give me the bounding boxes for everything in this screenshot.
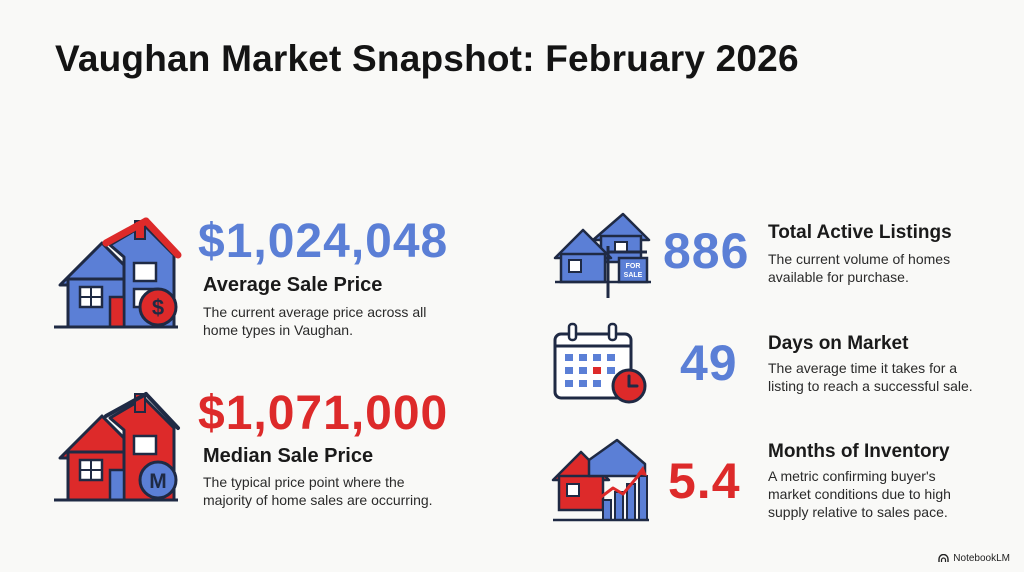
svg-text:M: M [149,470,167,493]
total-active-listings-value: 886 [663,223,750,279]
average-sale-price-value: $1,024,048 [198,215,449,268]
median-sale-price-label: Median Sale Price [203,445,374,467]
svg-text:FOR: FOR [626,263,641,270]
calendar-clock-icon [553,322,647,404]
house-median-icon: M [54,392,180,502]
average-sale-price-description: The current average price across all hom… [203,304,427,338]
months-of-inventory-description: A metric confirming buyer's market condi… [768,468,951,520]
days-on-market-description: The average time it takes for a listing … [768,360,973,394]
house-dollar-icon: $ [54,217,182,329]
page-title: Vaughan Market Snapshot: February 2026 [55,38,799,79]
days-on-market-label: Days on Market [768,333,909,354]
house-chart-icon [551,438,649,522]
months-of-inventory-label: Months of Inventory [768,441,950,462]
median-sale-price-value: $1,071,000 [198,387,449,440]
notebooklm-logo-icon [938,554,949,562]
total-active-listings-description: The current volume of homes available fo… [768,251,951,285]
median-sale-price-description: The typical price point where the majori… [203,474,433,508]
footer-brand-label: NotebookLM [953,553,1010,564]
svg-text:SALE: SALE [624,272,643,279]
footer-brand: NotebookLM [938,553,1010,564]
svg-text:$: $ [152,295,164,320]
for-sale-houses-icon: FOR SALE [553,212,651,298]
average-sale-price-label: Average Sale Price [203,274,383,296]
months-of-inventory-value: 5.4 [668,453,741,509]
days-on-market-value: 49 [680,335,738,391]
total-active-listings-label: Total Active Listings [768,222,952,243]
